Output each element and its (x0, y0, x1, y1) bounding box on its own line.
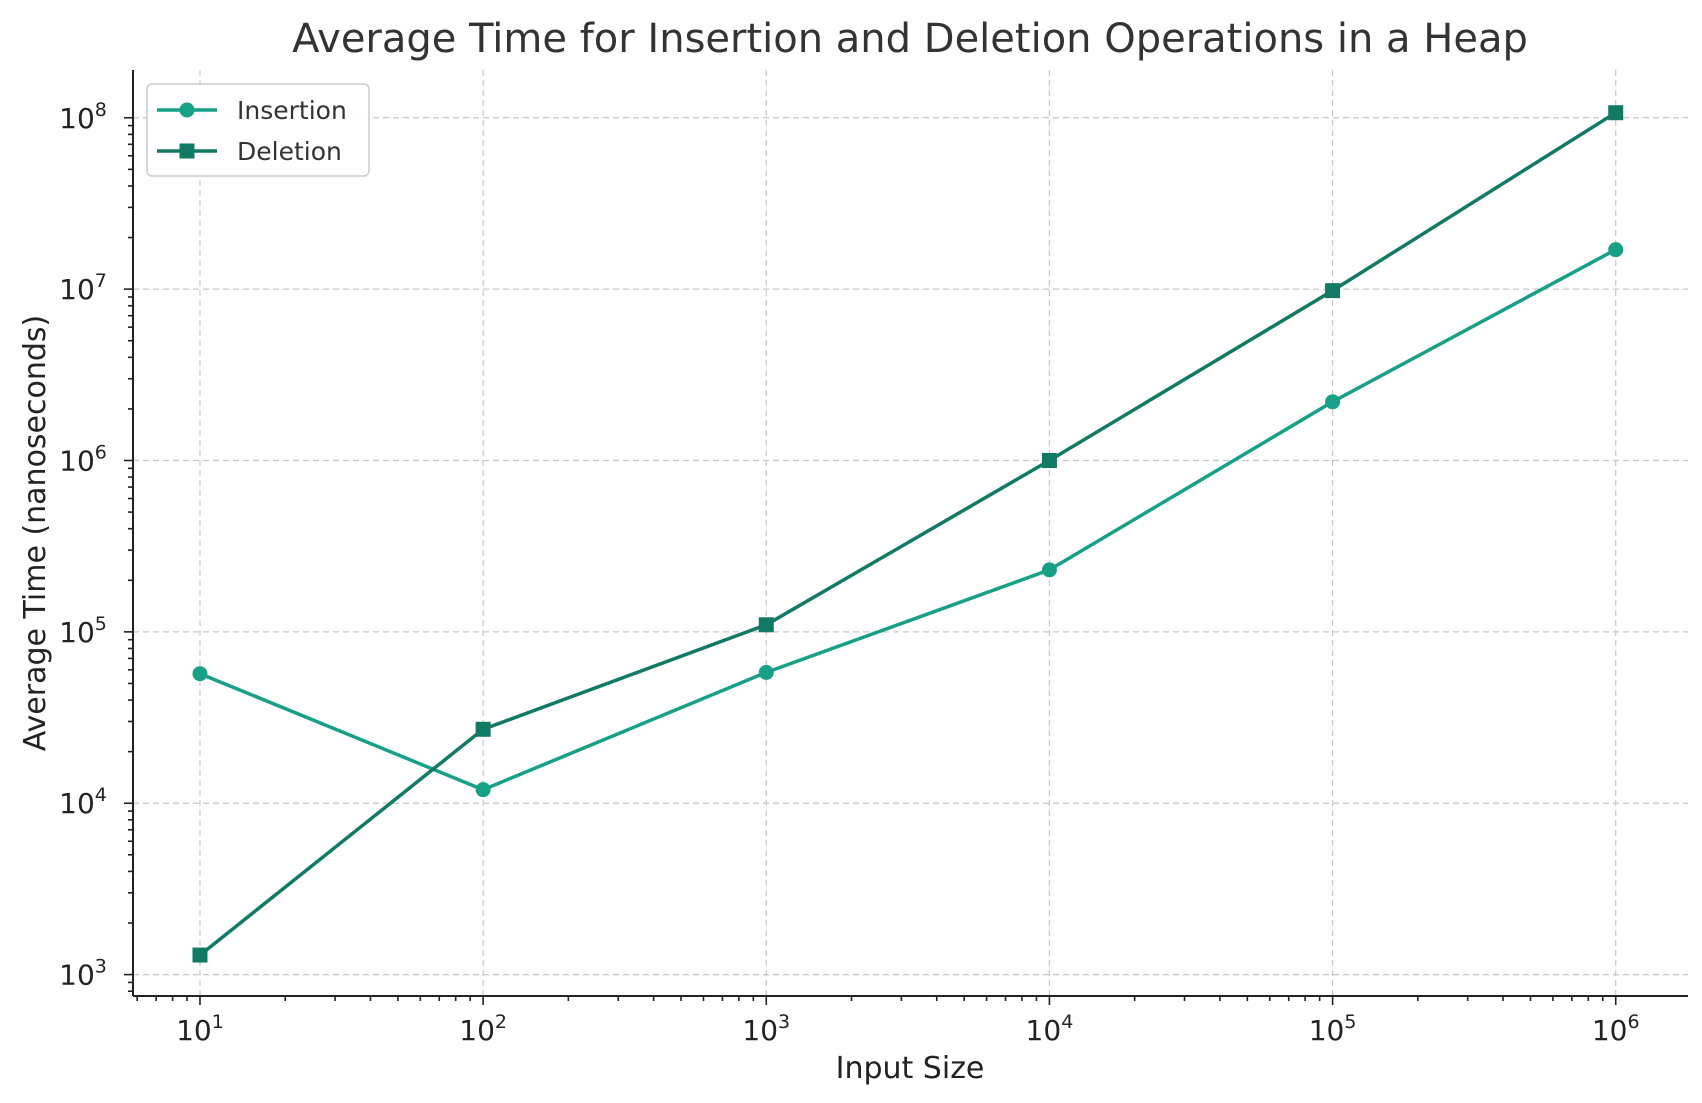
series-deletion (192, 105, 1624, 963)
y-tick-label: 107 (59, 270, 107, 306)
minor-ticks (128, 124, 1604, 1001)
data-point (1325, 283, 1341, 299)
series-layer (192, 105, 1624, 963)
legend-marker (179, 143, 195, 159)
data-point (192, 947, 208, 963)
legend-box (146, 83, 370, 177)
y-tick-label: 103 (59, 956, 107, 992)
legend-marker (179, 102, 195, 118)
x-tick-label: 105 (1309, 1011, 1357, 1047)
data-point (1041, 562, 1057, 578)
axes (132, 70, 1688, 997)
data-point (1325, 394, 1341, 410)
y-tick-label: 105 (59, 613, 107, 649)
data-point (1608, 105, 1624, 121)
x-axis-ticks: 101 102 103 104 105 106 (176, 996, 1640, 1047)
x-tick-label: 103 (742, 1011, 790, 1047)
series-line (198, 111, 1617, 957)
data-point (1608, 242, 1624, 258)
y-axis-label: Average Time (nanoseconds) (18, 315, 53, 751)
data-point (1041, 452, 1057, 468)
x-tick-label: 106 (1592, 1011, 1640, 1047)
legend-label: Deletion (237, 137, 342, 166)
x-axis-label: Input Size (836, 1051, 985, 1086)
data-point (758, 664, 774, 680)
series-insertion (192, 242, 1624, 798)
legend: Insertion Deletion (146, 83, 370, 177)
series-line (199, 248, 1617, 792)
x-tick-label: 104 (1026, 1011, 1074, 1047)
y-tick-label: 104 (59, 784, 107, 820)
y-axis-ticks: 103 104 105 106 107 108 (59, 99, 133, 992)
y-tick-label: 106 (59, 441, 107, 477)
data-point (758, 617, 774, 633)
x-tick-label: 102 (459, 1011, 507, 1047)
legend-label: Insertion (237, 96, 347, 125)
x-tick-label: 101 (176, 1011, 224, 1047)
legend-item-deletion: Deletion (157, 137, 342, 166)
data-point (475, 721, 491, 737)
grid (133, 70, 1688, 996)
data-point (192, 666, 208, 682)
chart-title: Average Time for Insertion and Deletion … (292, 16, 1528, 62)
y-tick-label: 108 (59, 99, 107, 135)
legend-item-insertion: Insertion (157, 96, 347, 125)
data-point (475, 782, 491, 798)
